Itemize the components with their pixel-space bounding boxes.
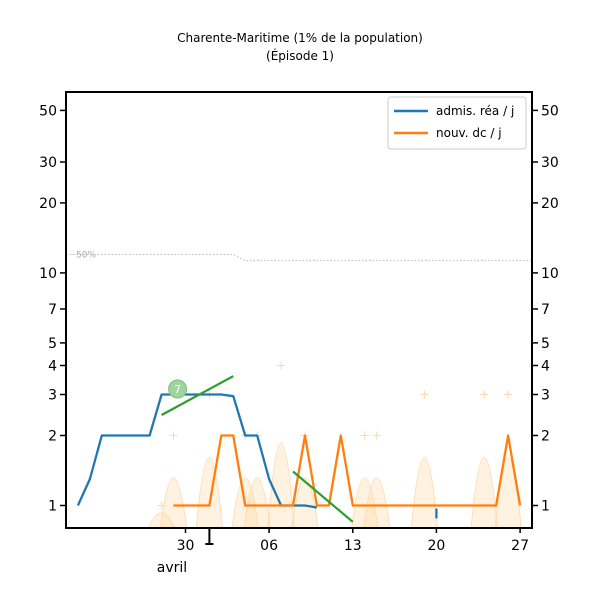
y-tick-label-right-9: 50 [541,103,559,119]
y-tick-label-left-0: 1 [48,499,57,515]
raw-spike-1 [159,477,188,529]
y-tick-label-right-3: 4 [541,359,550,375]
raw-spike-10 [470,457,498,529]
legend-label-rea: admis. réa / j [436,104,514,118]
y-tick-label-left-3: 4 [48,359,57,375]
raw-point-11 [504,390,513,399]
y-tick-label-right-2: 3 [541,388,550,404]
y-tick-label-left-2: 3 [48,388,57,404]
trend-line-1 [292,470,354,523]
raw-point-10 [480,390,489,399]
y-tick-label-left-1: 2 [48,429,57,445]
raw-point-0 [157,501,166,510]
x-tick-label-1: 06 [260,538,278,554]
legend: admis. réa / j nouv. dc / j [387,96,527,150]
x-tick-label-0: 30 [177,538,195,554]
threshold-label: 50% [76,251,96,261]
y-tick-label-right-1: 2 [541,429,550,445]
x-tick-label-2: 13 [344,538,362,554]
y-tick-label-right-7: 20 [541,196,559,212]
threshold-line [66,254,532,262]
raw-point-1 [169,431,178,440]
y-tick-label-right-8: 30 [541,155,559,171]
y-tick-label-left-6: 10 [39,266,57,282]
raw-point-7 [360,431,369,440]
raw-point-9 [420,390,429,399]
series-line-1 [173,434,522,507]
chart-title: Charente-Maritime (1% de la population) [177,31,423,45]
trend-marker-0 [168,379,188,399]
threshold-layer: 50% [66,251,532,262]
y-tick-label-left-8: 30 [39,155,57,171]
raw-point-8 [372,431,381,440]
plot-frame [65,91,533,529]
y-tick-label-left-7: 20 [39,196,57,212]
y-tick-label-left-4: 5 [48,336,57,352]
y-tick-label-left-5: 7 [48,302,57,318]
y-tick-label-left-9: 50 [39,103,57,119]
legend-label-dc: nouv. dc / j [436,126,502,140]
y-tick-label-right-6: 10 [541,266,559,282]
x-tick-label-3: 20 [427,538,445,554]
raw-point-5 [277,361,286,370]
trend-marker-label-0: 7 [174,383,181,396]
y-tick-label-right-0: 1 [541,499,550,515]
y-tick-label-right-4: 5 [541,336,550,352]
raw-spike-9 [410,457,439,529]
y-tick-label-right-5: 7 [541,302,550,318]
x-month-label: avril [157,560,187,576]
raw-spike-2 [195,457,223,529]
axes-layer: 1 1 2 2 3 3 4 4 5 5 7 7 10 10 20 20 30 30 50 50 30 06 13 20 27 [39,103,559,554]
trend-line-0 [161,375,234,416]
trend-layer: 7 [161,375,354,523]
chart-subtitle: (Épisode 1) [266,48,334,63]
raw-points-layer [147,361,522,529]
x-tick-label-4: 27 [511,538,529,554]
